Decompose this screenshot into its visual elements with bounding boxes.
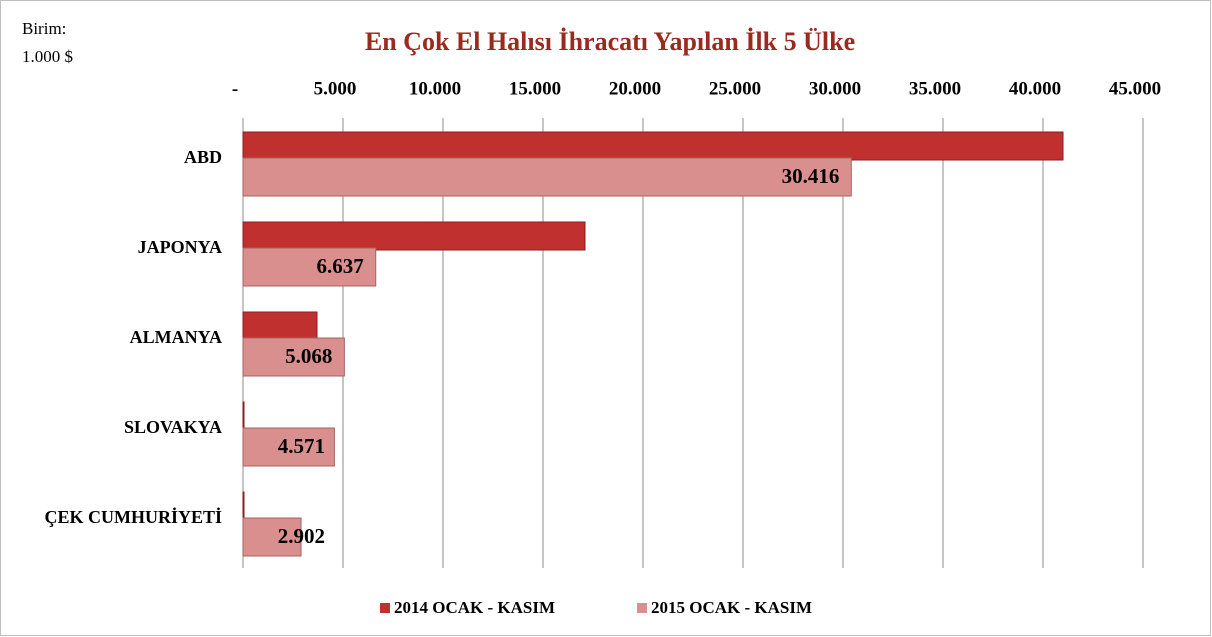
bar (242, 247, 377, 287)
x-tick-label: 25.000 (709, 78, 761, 99)
x-tick-label: 30.000 (809, 78, 861, 99)
data-label: 6.637 (316, 254, 363, 278)
bar (242, 221, 586, 251)
x-tick-label: 20.000 (609, 78, 661, 99)
unit-line: 1.000 $ (22, 47, 73, 66)
x-tick-label: 40.000 (1009, 78, 1061, 99)
unit-line: Birim: (22, 19, 66, 38)
x-tick-label: 10.000 (409, 78, 461, 99)
legend-swatch (380, 603, 390, 613)
bar (242, 337, 345, 377)
y-tick-label: ALMANYA (130, 327, 222, 347)
bar (242, 401, 245, 431)
y-tick-label: ÇEK CUMHURİYETİ (44, 507, 222, 527)
y-tick-label: SLOVAKYA (124, 417, 222, 437)
chart-title: En Çok El Halısı İhracatı Yapılan İlk 5 … (365, 27, 855, 56)
data-label: 4.571 (278, 434, 325, 458)
y-tick-label: JAPONYA (138, 237, 222, 257)
bar (242, 517, 302, 557)
data-label: 5.068 (285, 344, 332, 368)
x-tick-label: 35.000 (909, 78, 961, 99)
data-label: 2.902 (278, 524, 325, 548)
x-tick-label: - (232, 78, 238, 99)
bar (242, 427, 335, 467)
bar (242, 311, 318, 341)
bar (242, 131, 1064, 161)
y-tick-label: ABD (184, 147, 222, 167)
legend-label: 2015 OCAK - KASIM (651, 598, 812, 617)
x-tick-label: 15.000 (509, 78, 561, 99)
bar (242, 491, 245, 521)
legend-label: 2014 OCAK - KASIM (394, 598, 555, 617)
data-label: 30.416 (782, 164, 840, 188)
bar (242, 157, 852, 197)
x-tick-label: 45.000 (1109, 78, 1161, 99)
legend-swatch (637, 603, 647, 613)
x-tick-label: 5.000 (314, 78, 357, 99)
